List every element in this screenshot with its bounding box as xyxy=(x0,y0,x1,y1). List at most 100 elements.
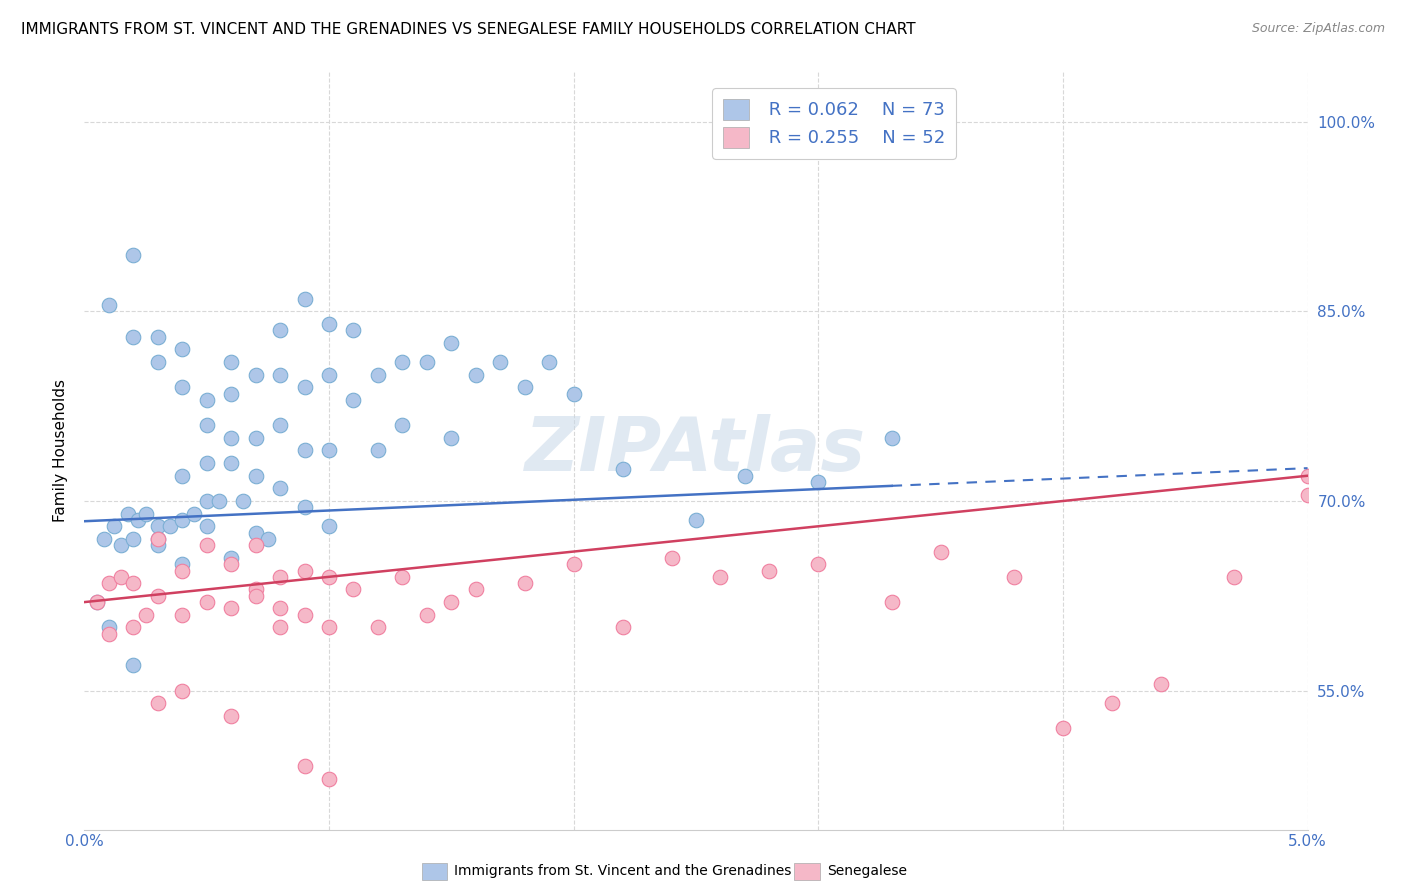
Point xyxy=(367,368,389,382)
Point xyxy=(440,431,463,445)
Point xyxy=(416,355,439,369)
Point xyxy=(367,443,389,458)
Point xyxy=(269,620,291,634)
Point xyxy=(232,494,254,508)
Point xyxy=(269,570,291,584)
Point xyxy=(1296,488,1319,502)
Point xyxy=(172,380,194,394)
Point xyxy=(159,519,181,533)
Point xyxy=(195,494,218,508)
Point xyxy=(440,336,463,351)
Point xyxy=(195,595,218,609)
Point xyxy=(122,532,145,546)
Point xyxy=(86,595,108,609)
Point xyxy=(146,696,169,710)
Point xyxy=(195,519,218,533)
Point xyxy=(318,570,340,584)
Point xyxy=(562,557,585,571)
Point xyxy=(269,368,291,382)
Point xyxy=(219,355,242,369)
Point xyxy=(219,601,242,615)
Point xyxy=(1101,696,1123,710)
Point xyxy=(97,576,120,591)
Point xyxy=(391,570,413,584)
Point xyxy=(416,607,439,622)
Legend:  R = 0.062    N = 73,  R = 0.255    N = 52: R = 0.062 N = 73, R = 0.255 N = 52 xyxy=(713,88,956,159)
Point xyxy=(513,576,536,591)
Point xyxy=(219,431,242,445)
Point xyxy=(122,247,145,261)
Point xyxy=(294,380,316,394)
Point xyxy=(86,595,108,609)
Point xyxy=(146,355,169,369)
Point xyxy=(122,576,145,591)
Point xyxy=(122,658,145,673)
Point xyxy=(93,532,115,546)
Point xyxy=(294,607,316,622)
Point xyxy=(342,582,364,597)
Point xyxy=(146,519,169,533)
Point xyxy=(464,368,486,382)
Point xyxy=(294,759,316,773)
Point xyxy=(219,456,242,470)
Point xyxy=(172,683,194,698)
Point xyxy=(135,507,157,521)
Point xyxy=(318,368,340,382)
Point xyxy=(245,468,267,483)
Point xyxy=(195,392,218,407)
Point xyxy=(734,468,756,483)
Point xyxy=(513,380,536,394)
Point xyxy=(807,557,830,571)
Point xyxy=(269,482,291,496)
Point xyxy=(257,532,280,546)
Point xyxy=(1052,722,1074,736)
Point xyxy=(103,519,125,533)
Text: IMMIGRANTS FROM ST. VINCENT AND THE GRENADINES VS SENEGALESE FAMILY HOUSEHOLDS C: IMMIGRANTS FROM ST. VINCENT AND THE GREN… xyxy=(21,22,915,37)
Point xyxy=(758,564,780,578)
Point xyxy=(195,456,218,470)
Point xyxy=(709,570,731,584)
Point xyxy=(110,570,132,584)
Point xyxy=(294,564,316,578)
Text: Senegalese: Senegalese xyxy=(827,864,907,879)
Point xyxy=(117,507,139,521)
Point xyxy=(1223,570,1246,584)
Point xyxy=(245,582,267,597)
Point xyxy=(1296,468,1319,483)
Point xyxy=(269,418,291,433)
Point xyxy=(122,620,145,634)
Point xyxy=(245,431,267,445)
Point xyxy=(135,607,157,622)
Y-axis label: Family Households: Family Households xyxy=(53,379,69,522)
Point xyxy=(612,620,634,634)
Point xyxy=(685,513,707,527)
Point xyxy=(294,443,316,458)
Point xyxy=(318,772,340,786)
Point xyxy=(245,589,267,603)
Point xyxy=(146,589,169,603)
Point xyxy=(562,386,585,401)
Point xyxy=(318,317,340,331)
Point xyxy=(269,601,291,615)
Point xyxy=(294,500,316,515)
Point xyxy=(318,519,340,533)
Point xyxy=(110,538,132,552)
Point xyxy=(1002,570,1025,584)
Point xyxy=(661,550,683,565)
Point xyxy=(146,538,169,552)
Point xyxy=(172,607,194,622)
Point xyxy=(219,386,242,401)
Point xyxy=(208,494,231,508)
Point xyxy=(172,468,194,483)
Point xyxy=(342,323,364,337)
Point xyxy=(219,550,242,565)
Point xyxy=(245,538,267,552)
Point xyxy=(146,532,169,546)
Point xyxy=(318,620,340,634)
Point xyxy=(195,538,218,552)
Point xyxy=(245,525,267,540)
Point xyxy=(880,431,903,445)
Point xyxy=(880,595,903,609)
Point xyxy=(97,620,120,634)
Point xyxy=(183,507,205,521)
